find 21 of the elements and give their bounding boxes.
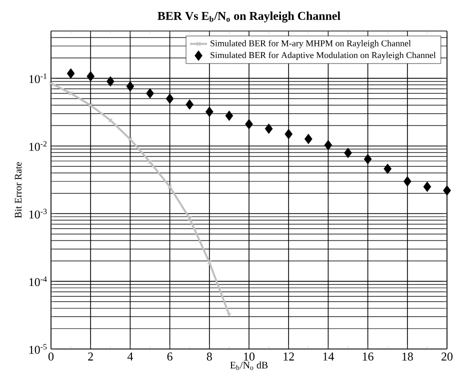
legend-label: Simulated BER for M-ary MHPM on Rayleigh Channel — [210, 40, 411, 48]
x-axis-title: E$_{b}$/N$_{o}$ dB — [230, 361, 268, 370]
x-tick-label: 2 — [88, 352, 93, 360]
y-tick-label: 10$^{-4}$ — [29, 276, 47, 286]
y-axis-title: Bit Error Rate — [14, 162, 22, 218]
x-tick-label: 14 — [323, 352, 334, 360]
x-tick-label: 12 — [284, 352, 294, 360]
x-tick-label: 4 — [127, 352, 134, 360]
x-tick-label: 8 — [206, 352, 212, 361]
x-tick-label: 18 — [402, 352, 413, 361]
x-tick-label: 10 — [244, 352, 255, 361]
y-tick-label: 10$^{-5}$ — [29, 344, 47, 354]
y-tick-label: 10$^{-1}$ — [29, 73, 46, 84]
legend-label: Simulated BER for Adaptive Modulation on Rayleigh Channel — [210, 52, 436, 60]
x-tick-label: 6 — [167, 352, 172, 361]
x-tick-label: 16 — [362, 352, 374, 361]
y-tick-label: 10$^{-3}$ — [29, 208, 47, 219]
x-tick-label: 0 — [48, 352, 54, 361]
x-tick-label: 20 — [442, 352, 453, 361]
y-tick-label: 10$^{-2}$ — [29, 141, 47, 151]
chart-title: BER Vs E$_{b}$/N$_{o}$ on Rayleigh Channel — [158, 12, 340, 22]
